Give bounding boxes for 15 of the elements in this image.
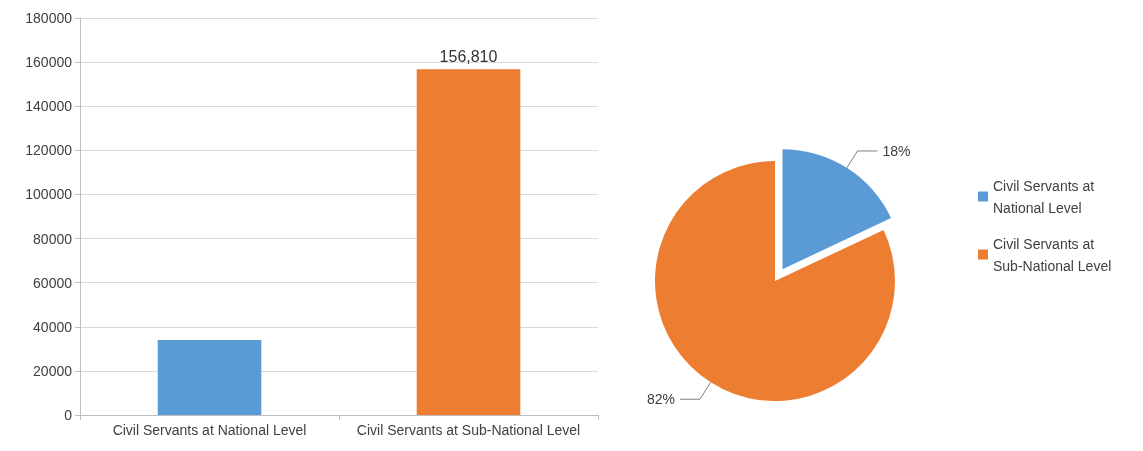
y-tick-label: 160000 — [25, 54, 73, 71]
data-label: 18% — [882, 142, 911, 159]
y-tick-label: 0 — [64, 407, 73, 423]
y-tick-label: 100000 — [25, 186, 73, 203]
y-tick-label: 140000 — [25, 98, 73, 115]
y-tick-label: 180000 — [25, 10, 73, 26]
legend-label: Civil Servants at Sub-National Level — [993, 235, 1112, 274]
y-tick-label: 120000 — [25, 142, 73, 159]
y-tick-label: 40000 — [33, 318, 73, 335]
data-label: 82% — [646, 391, 675, 408]
legend-label: Civil Servants at National Level — [993, 177, 1099, 216]
y-tick-label: 60000 — [33, 274, 73, 291]
data-label: 156,810 — [439, 47, 498, 65]
y-tick-label: 20000 — [33, 362, 73, 379]
y-tick-label: 80000 — [33, 230, 73, 247]
